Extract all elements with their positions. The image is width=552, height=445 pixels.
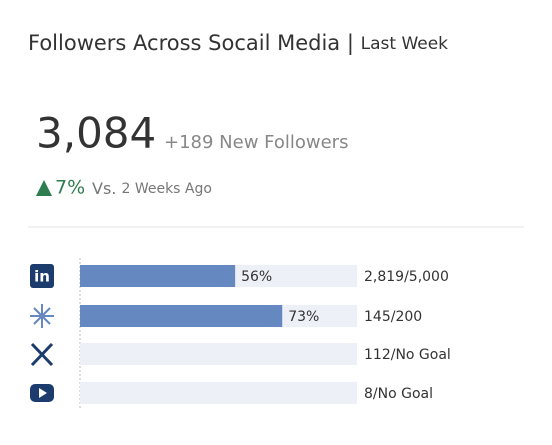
goal-label: 8/No Goal (364, 386, 433, 402)
period: Last Week (361, 34, 449, 54)
compare: Vs. 2 Weeks Ago (92, 179, 212, 198)
title-text: Followers Across Socail Media (28, 31, 340, 55)
up-arrow (36, 180, 52, 196)
value-label: 56% (241, 269, 272, 285)
track (80, 343, 357, 365)
goal-label: 112/No Goal (364, 347, 451, 363)
icon-youtube (30, 384, 54, 402)
goal-label: 2,819/5,000 (364, 269, 449, 285)
track (80, 382, 357, 404)
change: 7% (55, 177, 85, 199)
svg-text:in: in (34, 268, 50, 286)
icon-snowflake (30, 304, 54, 328)
value-label: 73% (288, 309, 319, 325)
vs: Vs. (92, 179, 116, 198)
divider: | (347, 31, 354, 56)
total: 3,084 (36, 109, 156, 158)
new-followers: +189 New Followers (164, 132, 348, 153)
goal-label: 145/200 (364, 309, 422, 325)
icon-x (30, 342, 54, 367)
bar (80, 265, 236, 287)
compare-text: 2 Weeks Ago (121, 181, 212, 197)
icon-linkedin: in (30, 264, 54, 288)
bar (80, 305, 283, 327)
title: Followers Across Socail Media | Last Wee… (28, 31, 448, 56)
